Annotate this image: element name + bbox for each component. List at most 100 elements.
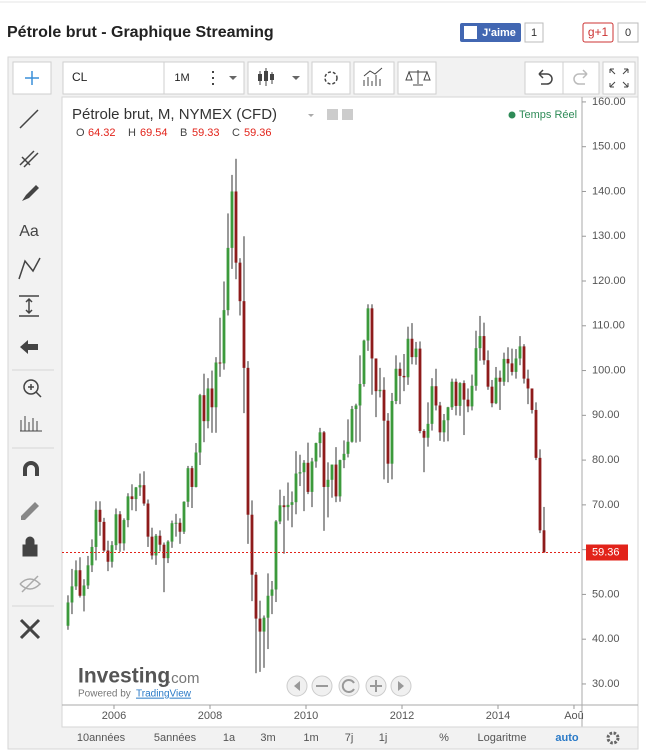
- undo-button[interactable]: [524, 61, 564, 95]
- indicators-icon: [363, 67, 383, 86]
- candle-body: [154, 535, 158, 556]
- hide-tool[interactable]: [19, 575, 42, 593]
- pitchfork-tool[interactable]: [19, 150, 39, 168]
- ohlc-value: 69.54: [140, 127, 168, 139]
- pencil-tool[interactable]: [21, 502, 39, 520]
- chart-style-button[interactable]: [247, 61, 309, 95]
- left-toolbar: Aa: [12, 109, 54, 640]
- candle-body: [498, 377, 502, 382]
- scale-option[interactable]: auto: [555, 732, 579, 744]
- arrow-tool[interactable]: [20, 340, 38, 354]
- candle-body: [234, 191, 238, 263]
- page-title: Pétrole brut - Graphique Streaming: [7, 24, 274, 41]
- candle-body: [354, 405, 358, 410]
- candle-body: [126, 496, 130, 521]
- brush-tool[interactable]: [22, 185, 39, 201]
- reset-icon: [341, 679, 355, 693]
- magnet-tool[interactable]: [23, 461, 39, 476]
- candle-body: [302, 462, 306, 473]
- x-tick-label: 2006: [102, 710, 126, 722]
- legend-button[interactable]: [327, 109, 338, 120]
- candle-body: [414, 348, 418, 358]
- facebook-count: 1: [531, 27, 537, 39]
- candle-body: [426, 423, 430, 438]
- candle-body: [122, 520, 126, 544]
- lock-tool[interactable]: [22, 536, 38, 557]
- price-label: 59.36: [592, 546, 620, 558]
- ohlc-label: C: [232, 127, 240, 139]
- candle-body: [286, 504, 290, 508]
- y-tick-label: 30.00: [592, 678, 620, 690]
- bottom-settings[interactable]: [606, 731, 620, 745]
- y-tick-label: 80.00: [592, 454, 620, 466]
- ohlc-value: 64.32: [88, 127, 116, 139]
- candle-body: [254, 574, 258, 619]
- text-tool[interactable]: Aa: [19, 223, 39, 240]
- remove-tool[interactable]: [19, 618, 41, 640]
- legend-ohlc: O 64.32 H 69.54 B 59.33 C 59.36: [76, 127, 272, 139]
- provider-link[interactable]: TradingView: [136, 689, 192, 700]
- candle-body: [82, 585, 86, 596]
- measure-tool[interactable]: [19, 295, 39, 317]
- x-tick-label: 2014: [486, 710, 510, 722]
- watermark-suffix: .com: [167, 670, 200, 687]
- range-button[interactable]: 1j: [379, 732, 388, 744]
- range-button[interactable]: 3m: [260, 732, 275, 744]
- zoom-tool[interactable]: [23, 379, 39, 395]
- candle-body: [450, 381, 454, 408]
- y-tick-label: 140.00: [592, 185, 626, 197]
- indicators-button[interactable]: [353, 61, 395, 95]
- candle-body: [410, 338, 414, 358]
- pattern-tool[interactable]: [18, 257, 41, 280]
- powered-by: Powered by: [78, 689, 131, 700]
- range-button[interactable]: 1m: [303, 732, 318, 744]
- candle-body: [438, 405, 442, 433]
- candle-body: [258, 618, 262, 632]
- crosshair-icon: [25, 71, 39, 85]
- scale-option[interactable]: %: [439, 732, 449, 744]
- scale-option[interactable]: Logaritme: [478, 732, 527, 744]
- range-button[interactable]: 1a: [223, 732, 236, 744]
- candle-body: [466, 399, 470, 407]
- candle-body: [214, 362, 218, 408]
- settings-button[interactable]: [311, 61, 351, 95]
- ohlc-value: 59.36: [244, 127, 272, 139]
- redo-icon: [573, 69, 588, 85]
- candle-body: [178, 522, 182, 532]
- range-button[interactable]: 7j: [345, 732, 354, 744]
- chart-pane: [61, 96, 639, 728]
- trendline-tool[interactable]: [19, 109, 39, 129]
- candle-body: [434, 386, 438, 406]
- range-button[interactable]: 5années: [154, 732, 197, 744]
- candle-body: [94, 509, 98, 547]
- compare-button[interactable]: [397, 61, 437, 95]
- fullscreen-button[interactable]: [602, 61, 636, 95]
- candle-body: [134, 487, 138, 500]
- gplus-button[interactable]: [582, 22, 614, 43]
- candle-body: [278, 505, 282, 522]
- candle-body: [478, 336, 482, 349]
- candle-body: [322, 432, 326, 487]
- symbol: CL: [72, 70, 88, 84]
- candle-body: [202, 395, 206, 422]
- candle-body: [146, 503, 150, 537]
- candle-body: [318, 432, 322, 444]
- x-tick-label: Aoû: [564, 710, 584, 722]
- candle-body: [106, 550, 110, 562]
- redo-button[interactable]: [562, 61, 600, 95]
- candle-body: [538, 457, 542, 531]
- interval-box[interactable]: [163, 61, 245, 95]
- candle-body: [518, 346, 522, 359]
- legend-button[interactable]: [342, 109, 353, 120]
- candle-body: [334, 464, 338, 497]
- scroll-right-icon: [398, 681, 404, 691]
- candle-body: [510, 363, 514, 372]
- candle-body: [138, 485, 142, 488]
- candle-body: [98, 509, 102, 522]
- candle-body: [270, 589, 274, 596]
- bars-tool[interactable]: [20, 416, 42, 432]
- range-button[interactable]: 10années: [77, 732, 126, 744]
- candle-body: [470, 385, 474, 407]
- zoom-tool-glyph: [28, 384, 42, 398]
